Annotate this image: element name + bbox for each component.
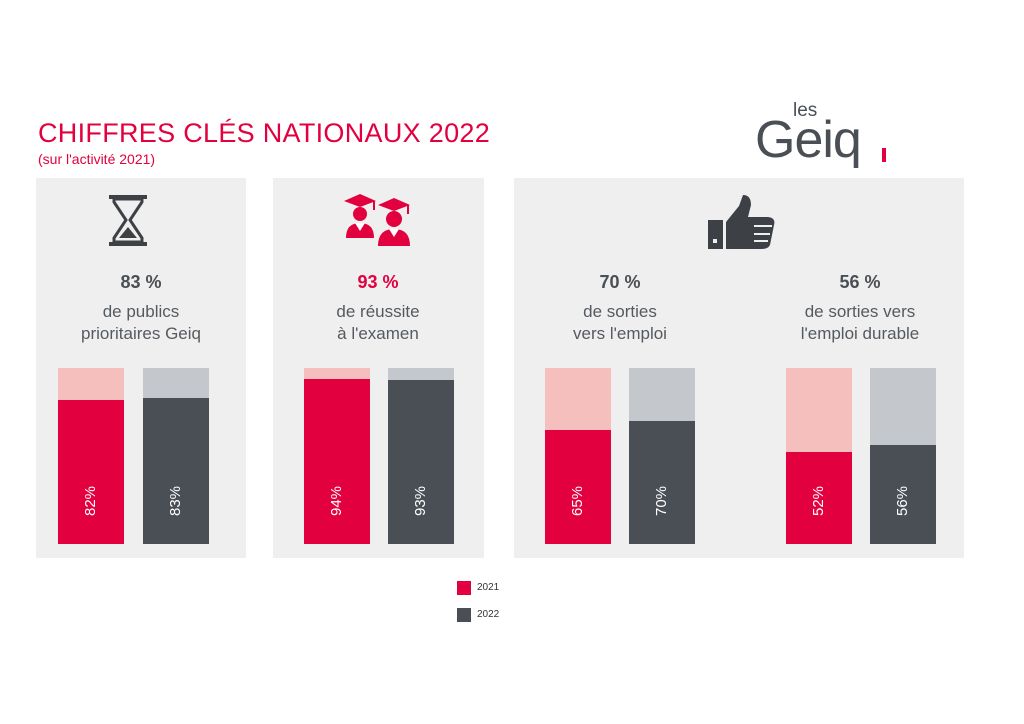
stat-desc-line: vers l'emploi (573, 324, 667, 343)
bar-2022-sorties (629, 421, 695, 544)
stat-desc-line: à l'examen (337, 324, 419, 343)
stat-desc-line: de réussite (336, 302, 420, 321)
stat-desc-durable: de sorties vers l'emploi durable (745, 301, 975, 345)
stat-desc-line: de sorties (583, 302, 657, 321)
bar-2022-reussite (388, 380, 454, 544)
bar-value-label: 82% (82, 485, 99, 517)
page-title: CHIFFRES CLÉS NATIONAUX 2022 (38, 118, 491, 148)
bar-value-label: 93% (412, 485, 429, 517)
bar-2021-sorties (545, 430, 611, 544)
stat-desc-line: prioritaires Geiq (81, 324, 201, 343)
geiq-logo: les Geiq (755, 100, 900, 170)
bar-2022-durable (870, 445, 936, 544)
thumbs-up-icon (708, 195, 775, 249)
bar-value-label: 94% (328, 485, 345, 517)
stat-percent-publics: 83 % (120, 272, 162, 292)
bar-2022-publics (143, 398, 209, 544)
stat-desc-line: de publics (102, 302, 180, 321)
page-subtitle: (sur l'activité 2021) (38, 151, 156, 167)
stat-desc-line: de sorties vers (804, 302, 916, 321)
bar-value-label: 65% (569, 485, 586, 517)
legend-swatch-2021 (457, 581, 471, 595)
stat-desc-reussite: de réussite à l'examen (263, 301, 493, 345)
legend-swatch-2022 (457, 608, 471, 622)
graduates-icon (344, 194, 410, 246)
bar-2021-durable (786, 452, 852, 544)
hourglass-icon (109, 195, 147, 246)
logo-les-text: les (793, 100, 818, 121)
bar-2021-publics (58, 400, 124, 544)
legend-label-2021: 2021 (477, 582, 500, 593)
bar-value-label: 83% (167, 485, 184, 517)
bar-value-label: 56% (894, 485, 911, 517)
stat-desc-line: l'emploi durable (800, 324, 920, 343)
bar-value-label: 52% (810, 485, 827, 517)
stat-percent-reussite: 93 % (357, 272, 399, 292)
logo-geiq-text: Geiq (755, 111, 862, 169)
stat-desc-sorties: de sorties vers l'emploi (505, 301, 735, 345)
bar-value-label: 70% (653, 485, 670, 517)
legend-label-2022: 2022 (477, 609, 500, 620)
bar-2021-reussite (304, 379, 370, 544)
stat-percent-sorties: 70 % (599, 272, 641, 292)
stat-desc-publics: de publics prioritaires Geiq (26, 301, 256, 345)
logo-accent-mark (882, 148, 886, 162)
stat-percent-durable: 56 % (839, 272, 881, 292)
